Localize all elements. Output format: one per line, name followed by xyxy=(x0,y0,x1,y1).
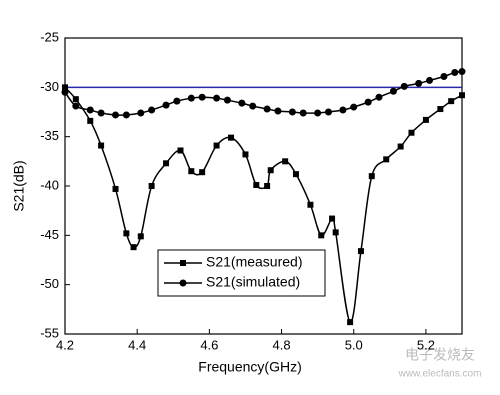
marker xyxy=(440,72,448,80)
marker xyxy=(213,94,221,102)
y-tick-label: -55 xyxy=(40,325,59,340)
marker xyxy=(307,201,314,208)
legend-marker xyxy=(179,279,187,287)
marker xyxy=(459,92,465,99)
marker xyxy=(62,84,68,91)
y-tick-label: -30 xyxy=(40,79,59,94)
marker xyxy=(122,111,130,119)
marker xyxy=(137,233,144,240)
marker xyxy=(422,116,429,123)
marker xyxy=(364,98,372,106)
marker xyxy=(267,167,274,174)
marker xyxy=(86,106,94,114)
marker xyxy=(213,142,220,149)
y-axis-label: S21(dB) xyxy=(11,160,27,211)
marker xyxy=(97,109,105,117)
marker xyxy=(130,244,137,251)
x-tick-label: 5.0 xyxy=(345,337,363,352)
legend-box xyxy=(157,249,326,297)
series-line xyxy=(64,70,463,116)
marker xyxy=(451,69,459,77)
marker xyxy=(375,93,383,101)
y-tick-label: -45 xyxy=(40,227,59,242)
marker xyxy=(137,109,145,117)
watermark: www.elecfans.com xyxy=(398,369,482,380)
marker xyxy=(112,185,119,192)
marker xyxy=(98,142,105,149)
marker xyxy=(187,94,195,102)
marker xyxy=(408,129,415,136)
marker xyxy=(400,82,408,90)
marker xyxy=(263,105,271,113)
marker xyxy=(339,106,347,114)
marker xyxy=(199,169,206,176)
marker xyxy=(329,215,336,222)
y-tick-label: -40 xyxy=(40,177,59,192)
marker xyxy=(282,158,289,165)
marker xyxy=(426,76,434,84)
x-tick-label: 4.2 xyxy=(56,337,74,352)
marker xyxy=(415,79,423,87)
marker xyxy=(123,230,130,237)
marker xyxy=(87,117,94,124)
marker xyxy=(332,229,339,236)
marker xyxy=(148,183,155,189)
marker xyxy=(163,160,170,167)
legend-label: S21(simulated) xyxy=(206,274,300,290)
marker xyxy=(61,88,69,96)
marker xyxy=(292,171,299,178)
marker xyxy=(383,156,390,163)
marker xyxy=(318,232,325,239)
y-tick-label: -25 xyxy=(40,29,59,44)
x-tick-label: 4.8 xyxy=(273,337,291,352)
marker xyxy=(350,103,358,111)
marker xyxy=(173,97,181,105)
marker xyxy=(274,107,282,115)
watermark: 电子发烧友 xyxy=(405,347,475,363)
marker xyxy=(177,147,184,154)
x-axis-label: Frequency(GHz) xyxy=(198,359,301,375)
marker xyxy=(324,108,332,116)
legend-label: S21(measured) xyxy=(206,254,303,270)
marker xyxy=(437,106,444,113)
marker xyxy=(264,183,271,189)
marker xyxy=(389,87,397,95)
marker xyxy=(228,134,235,141)
x-tick-label: 4.4 xyxy=(128,337,146,352)
marker xyxy=(368,173,375,180)
marker xyxy=(347,319,354,326)
x-tick-label: 4.6 xyxy=(200,337,218,352)
marker xyxy=(314,109,322,117)
marker xyxy=(288,108,296,116)
marker xyxy=(357,248,364,255)
marker xyxy=(448,98,455,105)
marker xyxy=(72,96,79,103)
marker xyxy=(249,102,257,110)
marker xyxy=(188,168,195,175)
marker xyxy=(72,102,80,110)
marker xyxy=(253,182,260,189)
y-tick-label: -35 xyxy=(40,128,59,143)
marker xyxy=(238,99,246,107)
marker xyxy=(299,109,307,117)
marker xyxy=(148,106,156,114)
marker xyxy=(223,96,231,104)
x-tick-label: 5.2 xyxy=(417,337,435,352)
marker xyxy=(198,93,206,101)
marker xyxy=(397,143,404,150)
marker xyxy=(162,101,170,109)
y-tick-label: -50 xyxy=(40,276,59,291)
marker xyxy=(242,151,249,158)
marker xyxy=(458,68,466,76)
legend-marker xyxy=(180,260,186,266)
marker xyxy=(112,111,120,119)
